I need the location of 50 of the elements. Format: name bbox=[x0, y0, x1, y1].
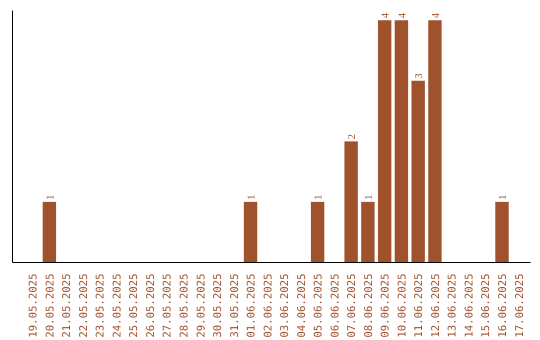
x-tick-label: 11.06.2025 bbox=[412, 274, 426, 338]
bar bbox=[394, 20, 408, 262]
x-tick-label: 09.06.2025 bbox=[378, 274, 392, 338]
x-tick-label: 13.06.2025 bbox=[446, 274, 459, 338]
data-label: 4 bbox=[430, 12, 442, 18]
bar bbox=[310, 202, 324, 262]
data-label: 1 bbox=[498, 194, 509, 200]
data-label: 1 bbox=[314, 194, 325, 200]
bar bbox=[428, 20, 442, 262]
x-tick-label: 12.06.2025 bbox=[428, 274, 442, 338]
bar bbox=[411, 80, 425, 262]
x-tick-label: 28.05.2025 bbox=[177, 274, 190, 338]
x-tick-label: 19.05.2025 bbox=[26, 274, 40, 338]
x-tick-label: 05.06.2025 bbox=[312, 274, 325, 338]
x-tick-label: 25.05.2025 bbox=[127, 274, 140, 338]
x-tick-label: 24.05.2025 bbox=[110, 274, 124, 338]
x-tick-label: 20.05.2025 bbox=[43, 274, 56, 338]
x-tick-label: 04.06.2025 bbox=[294, 274, 308, 338]
bar bbox=[378, 20, 392, 262]
data-label: 1 bbox=[45, 194, 56, 200]
x-tick-label: 10.06.2025 bbox=[395, 274, 408, 338]
x-tick-label: 26.05.2025 bbox=[144, 274, 157, 338]
x-tick-label: 23.05.2025 bbox=[94, 274, 107, 338]
bar bbox=[361, 202, 375, 262]
data-label: 4 bbox=[397, 12, 408, 18]
x-tick-label: 03.06.2025 bbox=[278, 274, 292, 338]
x-tick-label: 27.05.2025 bbox=[160, 274, 174, 338]
data-label: 4 bbox=[380, 12, 392, 18]
data-label: 1 bbox=[246, 194, 258, 200]
x-tick-label: 21.05.2025 bbox=[60, 274, 74, 338]
x-tick-label: 14.06.2025 bbox=[462, 274, 476, 338]
x-tick-label: 29.05.2025 bbox=[194, 274, 208, 338]
x-tick-label: 15.06.2025 bbox=[479, 274, 492, 338]
data-label: 1 bbox=[364, 194, 375, 200]
data-label: 2 bbox=[347, 134, 358, 140]
x-tick-label: 30.05.2025 bbox=[211, 274, 224, 338]
x-tick-label: 08.06.2025 bbox=[362, 274, 375, 338]
x-tick-label: 07.06.2025 bbox=[345, 274, 358, 338]
x-tick-label: 01.06.2025 bbox=[244, 274, 258, 338]
x-tick-label: 17.06.2025 bbox=[512, 274, 526, 338]
bar bbox=[42, 202, 56, 262]
x-tick-label: 02.06.2025 bbox=[261, 274, 274, 338]
x-tick-label: 16.06.2025 bbox=[496, 274, 509, 338]
bar bbox=[495, 202, 509, 262]
x-tick-label: 06.06.2025 bbox=[328, 274, 342, 338]
bar bbox=[244, 202, 258, 262]
data-label: 3 bbox=[414, 73, 426, 79]
bar bbox=[344, 141, 358, 262]
x-tick-label: 31.05.2025 bbox=[228, 274, 241, 338]
x-tick-label: 22.05.2025 bbox=[76, 274, 90, 338]
